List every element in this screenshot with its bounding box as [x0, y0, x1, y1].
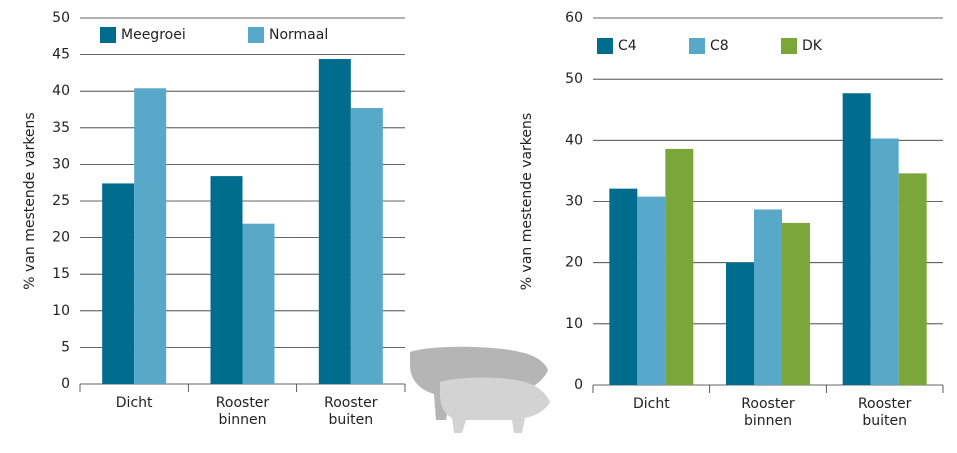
y-tick-label: 30	[565, 194, 583, 210]
bar	[134, 88, 167, 384]
x-tick-label: Rooster binnen	[741, 396, 795, 429]
y-tick-label: 45	[52, 47, 70, 63]
legend-label: Meegroei	[121, 27, 186, 43]
y-tick-label: 50	[565, 71, 583, 87]
x-tick-label: Dicht	[115, 395, 153, 411]
y-tick-label: 15	[52, 266, 70, 282]
bar	[870, 138, 899, 385]
bar	[210, 176, 243, 384]
y-tick-label: 35	[52, 120, 70, 136]
legend-swatch	[689, 38, 705, 54]
bar	[665, 148, 694, 385]
y-tick-label: 0	[61, 376, 70, 392]
bar	[637, 196, 666, 385]
y-tick-label: 0	[574, 377, 583, 393]
bar	[754, 209, 782, 385]
bar	[726, 262, 754, 385]
legend-label: DK	[802, 38, 823, 54]
y-tick-label: 20	[565, 255, 583, 271]
legend-swatch	[248, 27, 264, 43]
y-tick-label: 40	[52, 83, 70, 99]
bar	[842, 93, 871, 386]
bar	[318, 58, 351, 384]
y-tick-label: 50	[52, 10, 70, 26]
legend-swatch	[597, 38, 613, 54]
y-tick-label: 40	[565, 132, 583, 148]
y-tick-label: 60	[565, 10, 583, 26]
x-tick-label: Rooster binnen	[215, 395, 270, 428]
legend-swatch	[781, 38, 797, 54]
pig-illustration	[410, 346, 550, 433]
y-tick-label: 10	[565, 316, 583, 332]
legend-swatch	[100, 27, 116, 43]
x-tick-label: Rooster buiten	[324, 395, 378, 428]
bar	[350, 108, 383, 384]
legend-label: C4	[618, 38, 637, 54]
y-tick-label: 5	[61, 339, 70, 355]
y-axis-label: % van mestende varkens	[22, 112, 38, 289]
y-tick-label: 10	[52, 303, 70, 319]
bar	[782, 222, 810, 385]
x-tick-label: Rooster buiten	[857, 396, 912, 429]
y-tick-label: 30	[52, 156, 70, 172]
bar	[242, 223, 275, 384]
bar	[102, 183, 135, 384]
bar	[898, 173, 927, 385]
legend-label: Normaal	[269, 27, 328, 43]
bar	[609, 188, 638, 385]
x-tick-label: Dicht	[632, 396, 670, 412]
y-tick-label: 25	[52, 193, 70, 209]
legend-label: C8	[710, 38, 729, 54]
y-axis-label: % van mestende varkens	[519, 113, 535, 290]
y-tick-label: 20	[52, 230, 70, 246]
